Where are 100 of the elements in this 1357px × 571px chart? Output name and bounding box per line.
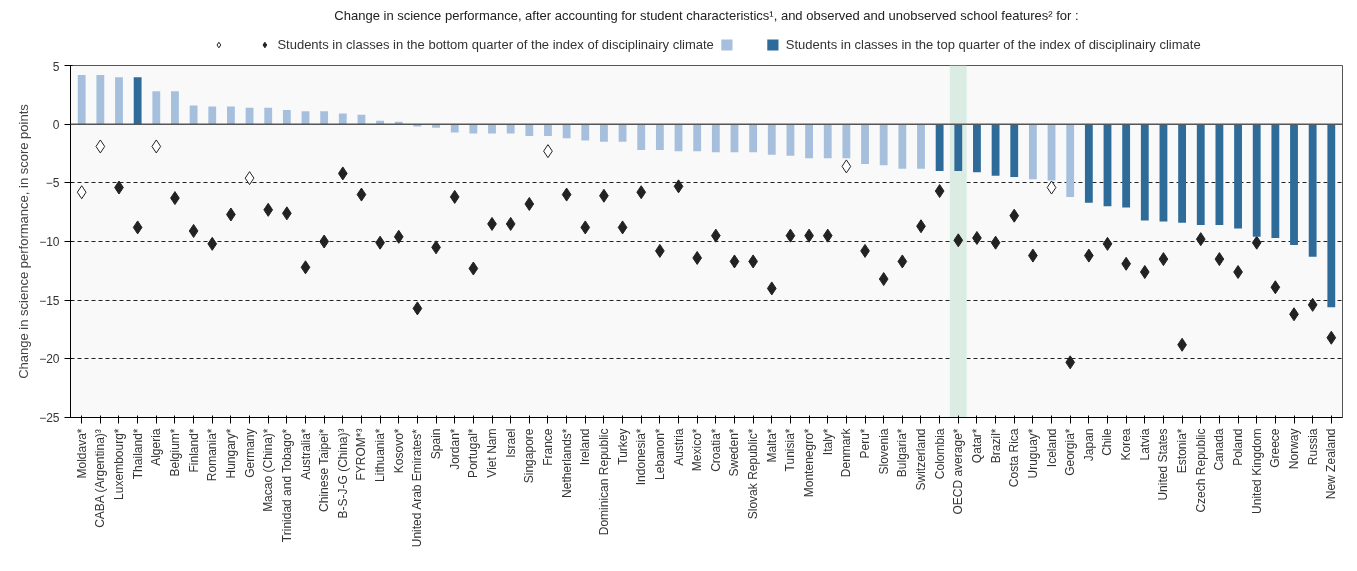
bar bbox=[805, 124, 813, 159]
x-tick-label: Malta* bbox=[764, 428, 779, 463]
bar bbox=[320, 111, 329, 125]
bar bbox=[77, 74, 86, 125]
x-tick-label: Thailand* bbox=[130, 428, 145, 480]
x-tick-label: Uruguay* bbox=[1025, 428, 1040, 479]
y-tick-label: −20 bbox=[39, 352, 60, 367]
x-tick-label: Montenegro* bbox=[802, 428, 817, 498]
bar bbox=[767, 124, 776, 155]
x-tick-label: Netherlands* bbox=[559, 428, 574, 498]
x-tick-label: Germany bbox=[242, 428, 257, 478]
x-tick-label: Moldava* bbox=[74, 428, 89, 479]
bar bbox=[189, 105, 198, 125]
x-tick-label: Georgia* bbox=[1063, 428, 1078, 476]
x-tick-label: Colombia bbox=[932, 428, 947, 480]
bar bbox=[749, 124, 758, 153]
x-tick-label: New Zealand bbox=[1324, 428, 1339, 500]
x-tick-label: Tunisia* bbox=[783, 428, 798, 472]
x-tick-label: Ireland bbox=[578, 428, 593, 466]
x-tick-label: OECD average* bbox=[951, 428, 966, 515]
x-tick-label: France bbox=[540, 428, 555, 466]
x-tick-label: Canada bbox=[1212, 428, 1227, 471]
bar bbox=[208, 106, 217, 125]
x-tick-label: Romania* bbox=[205, 428, 220, 482]
bar bbox=[1010, 124, 1019, 177]
bar bbox=[973, 124, 981, 173]
bar bbox=[264, 107, 273, 125]
x-tick-label: Hungary* bbox=[223, 428, 238, 479]
x-tick-label: Croatia* bbox=[708, 428, 723, 472]
x-tick-label: Costa Rica bbox=[1007, 428, 1022, 488]
bar bbox=[935, 124, 944, 172]
x-tick-label: Chinese Taipei* bbox=[317, 428, 332, 512]
x-tick-label: Brazil* bbox=[988, 428, 1003, 464]
y-tick-label: −5 bbox=[45, 176, 60, 191]
x-tick-label: Trinidad and Tobago* bbox=[279, 428, 294, 543]
x-tick-label: Denmark bbox=[839, 427, 854, 478]
x-tick-label: Lithuania* bbox=[373, 428, 388, 482]
y-tick-label: −15 bbox=[39, 293, 60, 308]
bar bbox=[96, 74, 105, 125]
x-tick-label: Israel bbox=[503, 428, 518, 458]
x-tick-label: Qatar* bbox=[969, 428, 984, 464]
bar bbox=[1215, 124, 1224, 226]
x-tick-label: Spain bbox=[429, 428, 444, 460]
x-tick-label: Estonia* bbox=[1175, 428, 1190, 474]
x-tick-label: Greece bbox=[1268, 428, 1283, 468]
x-tick-label: Poland bbox=[1231, 428, 1246, 466]
bar bbox=[1234, 124, 1242, 229]
x-tick-label: Dominican Republic bbox=[596, 428, 611, 536]
x-tick-label: United States bbox=[1156, 428, 1171, 501]
bar bbox=[1290, 124, 1298, 246]
x-tick-label: Russia bbox=[1305, 428, 1320, 466]
x-tick-label: United Arab Emirates* bbox=[410, 428, 425, 548]
x-tick-label: Turkey bbox=[615, 428, 630, 465]
legend-label: Students in classes in the top quarter of the index of disciplinairy climate bbox=[785, 36, 1201, 52]
bar bbox=[991, 124, 1000, 176]
x-tick-label: Japan bbox=[1081, 428, 1096, 462]
x-tick-label: Singapore bbox=[522, 428, 537, 484]
bar bbox=[637, 124, 646, 150]
bar bbox=[600, 124, 608, 142]
x-tick-label: Norway bbox=[1287, 428, 1302, 470]
y-axis-title: Change in science performance, in score points bbox=[16, 103, 32, 379]
bar bbox=[917, 124, 925, 169]
x-tick-label: Slovenia bbox=[876, 428, 891, 475]
bar bbox=[823, 124, 832, 159]
bar bbox=[1140, 124, 1149, 221]
bar bbox=[879, 124, 888, 166]
x-tick-label: Luxembourg* bbox=[111, 428, 126, 500]
bar bbox=[693, 124, 702, 152]
bar bbox=[115, 77, 123, 125]
bar bbox=[1028, 124, 1037, 180]
x-tick-label: Slovak Republic* bbox=[746, 428, 761, 520]
x-tick-label: Macao (China)* bbox=[261, 428, 276, 512]
bar bbox=[1084, 124, 1093, 203]
x-tick-label: Algeria bbox=[149, 428, 164, 466]
x-tick-label: B-S-J-G (China)³ bbox=[335, 428, 350, 519]
bar bbox=[954, 124, 963, 172]
x-tick-label: Korea bbox=[1119, 428, 1134, 461]
x-tick-label: Iceland bbox=[1044, 428, 1059, 468]
x-tick-label: CABA (Argentina)³ bbox=[93, 429, 108, 528]
bar bbox=[1066, 124, 1075, 197]
x-tick-label: United Kingdom bbox=[1249, 428, 1264, 514]
bar bbox=[655, 124, 664, 150]
x-tick-label: Italy* bbox=[820, 428, 835, 456]
x-tick-label: Latvia bbox=[1137, 428, 1152, 461]
x-tick-label: Portugal* bbox=[466, 428, 481, 478]
bar bbox=[152, 91, 161, 125]
bar bbox=[506, 124, 515, 134]
bar bbox=[525, 124, 534, 136]
bar bbox=[133, 77, 142, 125]
bar bbox=[1196, 124, 1205, 226]
bar bbox=[282, 110, 291, 125]
x-tick-label: FYROM*³ bbox=[354, 428, 369, 481]
bar bbox=[1327, 124, 1336, 308]
bar bbox=[581, 124, 590, 141]
y-tick-label: 0 bbox=[52, 117, 60, 132]
bar bbox=[562, 124, 571, 139]
x-tick-label: Belgium* bbox=[167, 428, 182, 477]
x-tick-label: Czech Republic bbox=[1193, 428, 1208, 513]
bar bbox=[544, 124, 552, 136]
x-tick-label: Peru* bbox=[858, 428, 873, 459]
